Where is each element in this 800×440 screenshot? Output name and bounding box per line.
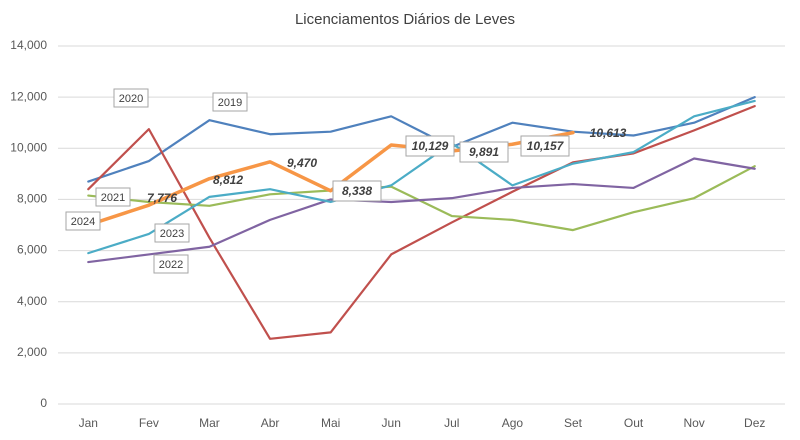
y-tick-label: 12,000 xyxy=(10,89,47,103)
series-line xyxy=(87,99,756,255)
x-tick-label: Mar xyxy=(199,416,220,430)
data-label: 7,776 xyxy=(147,191,177,205)
callout-box xyxy=(153,254,189,274)
data-label-box xyxy=(332,180,382,202)
series-line xyxy=(87,104,756,340)
x-tick-label: Set xyxy=(564,416,583,430)
x-tick-label: Jun xyxy=(382,416,401,430)
y-tick-label: 2,000 xyxy=(17,345,47,359)
chart-title: Licenciamentos Diários de Leves xyxy=(295,11,515,28)
series-line xyxy=(87,157,756,264)
y-tick-label: 6,000 xyxy=(17,243,47,257)
series-callout: 2021 xyxy=(95,187,131,207)
data-label-box xyxy=(520,135,570,157)
data-label: 9,891 xyxy=(469,145,499,159)
series-line xyxy=(87,165,756,232)
series-callout: 2019 xyxy=(212,92,248,112)
data-label: 10,613 xyxy=(590,126,627,140)
callout-label: 2020 xyxy=(119,93,143,105)
callout-label: 2019 xyxy=(218,97,242,109)
y-tick-label: 10,000 xyxy=(10,140,47,154)
y-tick-label: 14,000 xyxy=(10,38,47,52)
callout-box xyxy=(154,223,190,243)
series-callout: 2020 xyxy=(113,88,149,108)
callout-label: 2022 xyxy=(159,259,183,271)
callout-label: 2021 xyxy=(101,192,125,204)
series-callout: 2022 xyxy=(153,254,189,274)
y-tick-label: 8,000 xyxy=(17,192,47,206)
x-tick-label: Nov xyxy=(683,416,704,430)
x-tick-label: Fev xyxy=(139,416,159,430)
series-line xyxy=(87,96,756,183)
x-tick-label: Ago xyxy=(502,416,524,430)
x-tick-label: Abr xyxy=(261,416,280,430)
y-tick-label: 4,000 xyxy=(17,294,47,308)
callout-box xyxy=(95,187,131,207)
callout-label: 2024 xyxy=(71,216,95,228)
x-tick-label: Out xyxy=(624,416,644,430)
data-label: 9,470 xyxy=(287,156,317,170)
x-tick-label: Mai xyxy=(321,416,340,430)
data-label: 8,338 xyxy=(342,184,372,198)
data-label: 8,812 xyxy=(213,173,243,187)
callout-label: 2023 xyxy=(160,228,184,240)
data-label-box xyxy=(459,141,509,163)
callout-box xyxy=(212,92,248,112)
data-label: 10,157 xyxy=(527,139,565,153)
x-tick-label: Jul xyxy=(444,416,459,430)
data-label-box xyxy=(405,135,455,157)
series-callout: 2023 xyxy=(154,223,190,243)
callout-box xyxy=(65,211,101,231)
callout-box xyxy=(113,88,149,108)
x-tick-label: Jan xyxy=(79,416,98,430)
data-label: 10,129 xyxy=(412,139,449,153)
series-callout: 2024 xyxy=(65,211,101,231)
y-tick-label: 0 xyxy=(40,396,47,410)
x-tick-label: Dez xyxy=(744,416,765,430)
